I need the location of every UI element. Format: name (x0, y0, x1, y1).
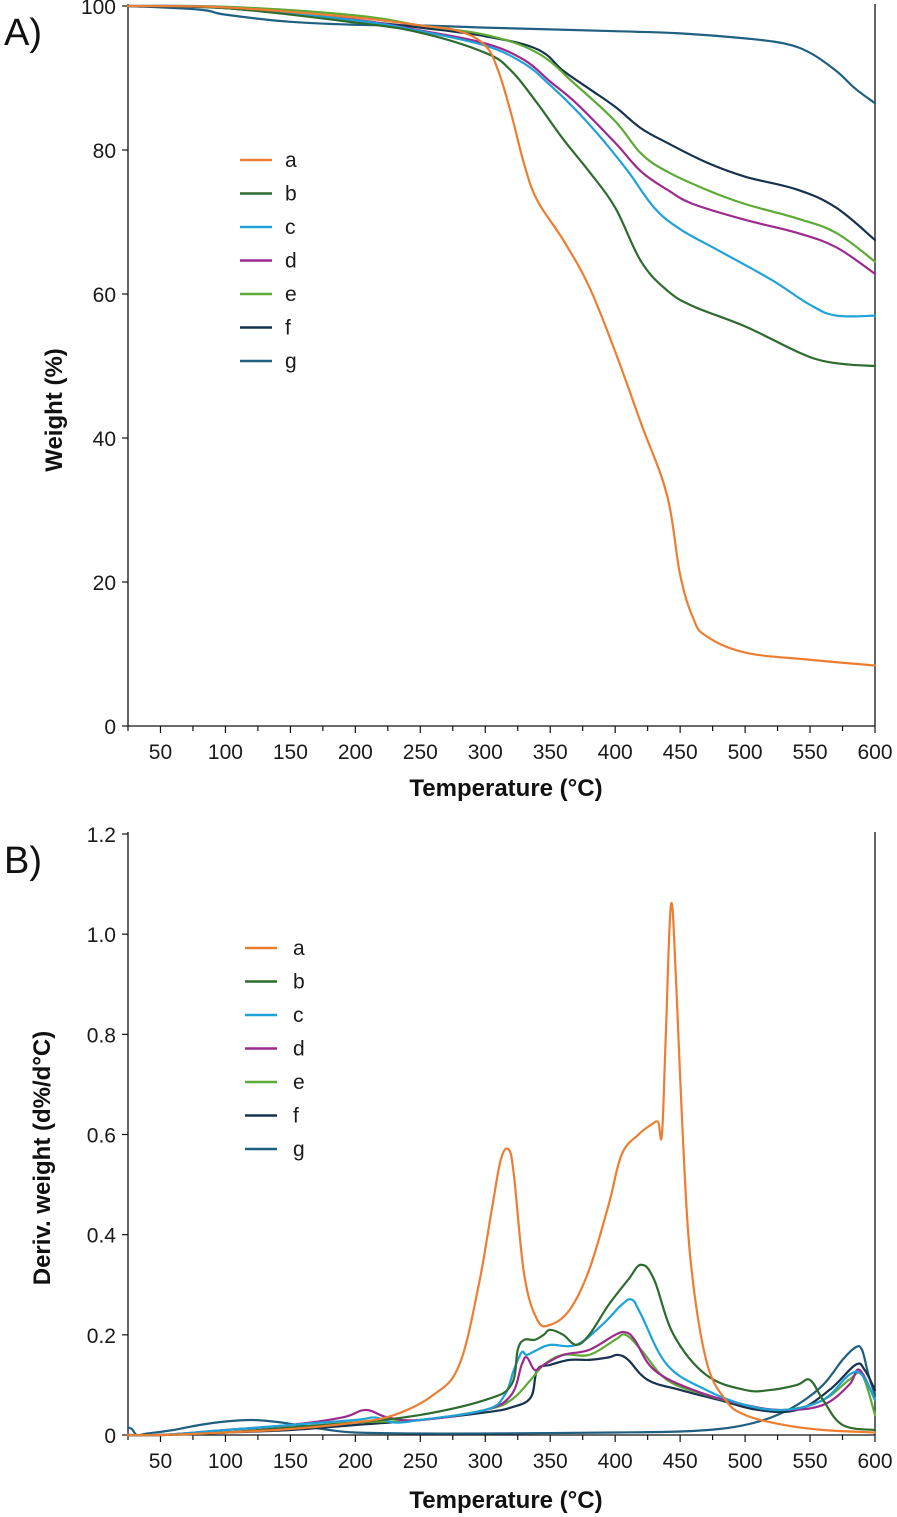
x-tick-label: 500 (728, 741, 763, 764)
x-tick-label: 600 (857, 741, 892, 764)
series-line-d (126, 4, 877, 275)
series-line-e (126, 4, 877, 263)
x-tick-label: 250 (403, 741, 438, 764)
x-tick-label: 300 (468, 741, 503, 764)
series-line-b (126, 4, 877, 368)
x-tick-label: 200 (338, 741, 373, 764)
y-tick-label: 20 (93, 572, 116, 595)
x-tick-label: 300 (468, 1450, 503, 1473)
x-tick-label: 450 (663, 1450, 698, 1473)
x-tick-label: 450 (663, 741, 698, 764)
legend-label-f: f (293, 1105, 299, 1128)
x-tick-label: 100 (208, 741, 243, 764)
x-tick-label: 150 (273, 1450, 308, 1473)
x-tick-label: 400 (598, 1450, 633, 1473)
y-tick-label: 0 (104, 1425, 116, 1448)
x-tick-label: 550 (793, 1450, 828, 1473)
legend-label-c: c (285, 216, 296, 239)
y-tick-label: 40 (93, 428, 116, 451)
panel-label-b: B) (4, 840, 42, 882)
series-line-g (126, 4, 877, 105)
series-line-c (126, 4, 877, 318)
x-tick-label: 600 (857, 1450, 892, 1473)
x-tick-label: 50 (149, 741, 172, 764)
y-tick-label: 1.2 (87, 824, 116, 847)
legend-label-e: e (285, 283, 297, 306)
y-tick-label: 1.0 (87, 924, 116, 947)
x-tick-label: 350 (533, 741, 568, 764)
series-line-a (126, 901, 877, 1437)
legend-label-a: a (293, 937, 305, 960)
y-tick-label: 0.2 (87, 1325, 116, 1348)
y-tick-label: 0 (104, 716, 116, 739)
x-tick-label: 150 (273, 741, 308, 764)
legend-label-b: b (293, 971, 305, 994)
legend-label-b: b (285, 183, 297, 206)
legend-label-d: d (285, 250, 297, 273)
y-tick-label: 0.8 (87, 1024, 116, 1047)
x-tick-label: 500 (728, 1450, 763, 1473)
panel-b-derivative-chart: B) 50 100 150 200 250 300 350 400 450 500 550 600 0 0… (4, 824, 893, 1514)
panel-label-a: A) (4, 12, 42, 54)
y-tick-label: 100 (81, 0, 116, 19)
legend-label-a: a (285, 149, 297, 172)
x-tick-label: 200 (338, 1450, 373, 1473)
y-tick-label: 0.6 (87, 1125, 116, 1148)
x-axis-title-a: Temperature (°C) (409, 775, 602, 802)
x-tick-label: 550 (793, 741, 828, 764)
legend-label-d: d (293, 1038, 305, 1061)
legend-label-f: f (285, 317, 291, 340)
x-tick-label: 350 (533, 1450, 568, 1473)
y-axis-title-b: Deriv. weight (d%/d°C) (29, 1031, 56, 1286)
panel-a-weight-chart: A) 50 100 150 200 250 300 350 400 450 500 550 600 0 2… (4, 0, 893, 802)
y-tick-label: 60 (93, 284, 116, 307)
series-line-c (126, 1298, 877, 1437)
x-axis-title-b: Temperature (°C) (409, 1487, 602, 1514)
legend-label-c: c (293, 1004, 304, 1027)
y-tick-label: 0.4 (87, 1225, 117, 1248)
series-line-g (126, 1344, 877, 1437)
y-axis-title-a: Weight (%) (41, 348, 68, 472)
legend-label-e: e (293, 1071, 305, 1094)
x-tick-label: 100 (208, 1450, 243, 1473)
y-tick-label: 80 (93, 140, 116, 163)
legend-label-g: g (285, 350, 297, 373)
legend-label-g: g (293, 1138, 305, 1161)
x-tick-label: 50 (149, 1450, 172, 1473)
series-line-a (126, 4, 877, 667)
series-line-b (126, 1263, 877, 1437)
x-tick-label: 400 (598, 741, 633, 764)
x-tick-label: 250 (403, 1450, 438, 1473)
